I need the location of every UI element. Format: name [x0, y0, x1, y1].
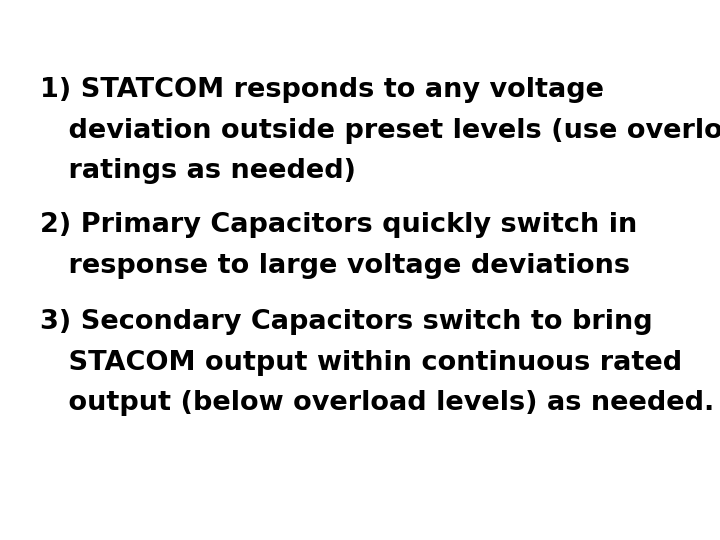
Text: deviation outside preset levels (use overload: deviation outside preset levels (use ove… — [40, 118, 720, 144]
Text: response to large voltage deviations: response to large voltage deviations — [40, 253, 629, 279]
Text: output (below overload levels) as needed.: output (below overload levels) as needed… — [40, 390, 714, 416]
Text: 3) Secondary Capacitors switch to bring: 3) Secondary Capacitors switch to bring — [40, 309, 652, 335]
Text: ratings as needed): ratings as needed) — [40, 158, 356, 184]
Text: 1) STATCOM responds to any voltage: 1) STATCOM responds to any voltage — [40, 77, 603, 103]
Text: STACOM output within continuous rated: STACOM output within continuous rated — [40, 350, 682, 376]
Text: 2) Primary Capacitors quickly switch in: 2) Primary Capacitors quickly switch in — [40, 212, 637, 238]
